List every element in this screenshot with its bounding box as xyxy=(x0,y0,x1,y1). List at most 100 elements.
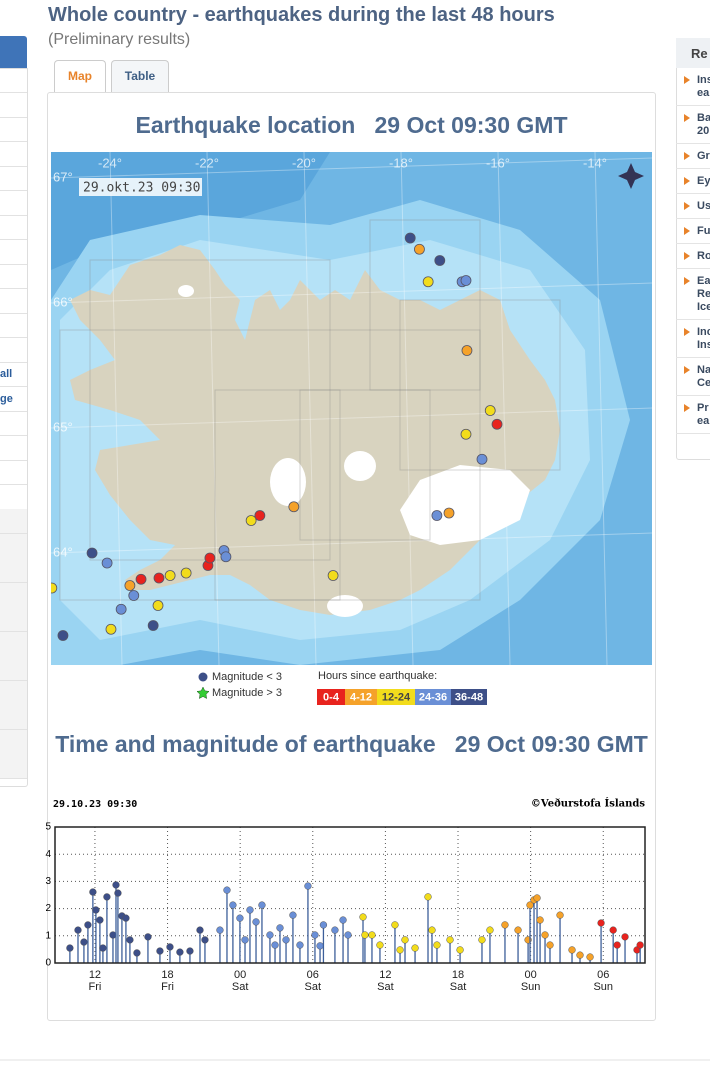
quake xyxy=(153,572,165,584)
right-menu-header xyxy=(676,38,710,68)
quake xyxy=(115,603,127,615)
stem-head xyxy=(501,921,509,929)
stem-head xyxy=(514,926,522,934)
right-menu-item[interactable]: Ba 20 xyxy=(697,112,710,137)
stem-head xyxy=(289,911,297,919)
quake xyxy=(220,551,232,563)
stem-head xyxy=(126,936,134,944)
stem-head xyxy=(133,949,141,957)
stem-head xyxy=(311,931,319,939)
legend-swatch xyxy=(317,689,345,705)
stem-head xyxy=(331,926,339,934)
left-menu-row xyxy=(0,411,27,436)
stem-head xyxy=(597,919,605,927)
quake xyxy=(404,232,416,244)
stem-head xyxy=(396,946,404,954)
map-legend: Magnitude < 3 Magnitude > 3 Hours since … xyxy=(196,670,487,705)
stem-head xyxy=(84,921,92,929)
right-menu-item[interactable]: Ea Re Ice xyxy=(697,275,710,313)
stem-head xyxy=(456,946,464,954)
stem-head xyxy=(359,913,367,921)
right-menu-item[interactable]: Gr xyxy=(697,150,710,162)
quake xyxy=(204,552,216,564)
menu-arrow xyxy=(684,328,690,336)
stem-head xyxy=(586,953,594,961)
menu-divider xyxy=(676,319,710,320)
menu-arrow xyxy=(684,202,690,210)
legend-title: Hours since earthquake: xyxy=(318,670,437,682)
chart-title: Time and magnitude of earthquake 29 Oct … xyxy=(55,731,648,757)
legend-symbol xyxy=(198,672,208,682)
right-menu-item[interactable]: Inc Ins xyxy=(697,326,710,351)
region-box xyxy=(399,299,561,471)
tab[interactable]: Map xyxy=(54,60,106,93)
left-menu-row xyxy=(0,289,27,314)
left-menu-item[interactable]: all xyxy=(0,368,13,380)
menu-arrow xyxy=(684,152,690,160)
stem-head xyxy=(304,882,312,890)
quake xyxy=(461,345,473,356)
menu-arrow xyxy=(684,114,690,122)
right-menu-item[interactable]: Ins ea xyxy=(697,74,710,99)
map: -24° -22° -20° -18° -16° -14° 67° 66° 65° 64° 29.… xyxy=(51,152,652,665)
y-tick-label: 3 xyxy=(45,876,51,887)
glacier xyxy=(400,465,530,545)
right-menu-item[interactable]: Fu xyxy=(697,225,710,237)
menu-arrow xyxy=(684,227,690,235)
legend-symbol xyxy=(196,686,210,699)
quake xyxy=(460,428,472,440)
right-menu-item[interactable]: Pr ea xyxy=(697,402,710,427)
right-menu-item[interactable]: Na Ce xyxy=(697,364,710,389)
y-tick-label: 0 xyxy=(45,958,51,969)
graticule xyxy=(303,152,317,665)
quake xyxy=(460,275,472,286)
tab[interactable]: Table xyxy=(111,60,169,92)
quake xyxy=(86,547,98,559)
stem-head xyxy=(428,926,436,934)
right-menu-item[interactable]: Ro xyxy=(697,250,710,262)
stem-head xyxy=(156,947,164,955)
stem-head xyxy=(92,906,100,914)
legend-label: Magnitude < 3 xyxy=(212,671,282,683)
quake xyxy=(51,582,58,594)
compass xyxy=(618,163,644,189)
graticule xyxy=(109,152,123,665)
stem-head xyxy=(122,914,130,922)
stem-head xyxy=(486,926,494,934)
stem-head xyxy=(568,946,576,954)
x-tick-label: 18 Sat xyxy=(449,969,467,993)
lat-label: 64° xyxy=(53,544,73,559)
menu-divider xyxy=(676,105,710,106)
stem-head xyxy=(176,948,184,956)
stem-head xyxy=(368,931,376,939)
graticule xyxy=(51,532,652,554)
graticule xyxy=(206,152,220,665)
stem-head xyxy=(89,888,97,896)
stem-head xyxy=(266,931,274,939)
lat-label: 67° xyxy=(53,169,73,184)
left-menu-row xyxy=(0,558,27,583)
lon-label: -22° xyxy=(195,155,219,170)
stem-head xyxy=(411,944,419,952)
right-menu-item[interactable]: Ey xyxy=(697,175,710,187)
stem-head xyxy=(271,941,279,949)
quake xyxy=(443,507,455,519)
x-tick-label: 12 Fri xyxy=(88,969,102,993)
left-menu-row xyxy=(0,387,27,412)
right-menu-item[interactable]: Us xyxy=(697,200,710,212)
page-subtitle: (Preliminary results) xyxy=(48,31,191,48)
left-menu-item[interactable]: ge xyxy=(0,393,13,405)
stem-head xyxy=(246,906,254,914)
quake xyxy=(431,510,443,521)
quake xyxy=(414,243,425,255)
quake xyxy=(327,570,339,581)
y-tick-label: 5 xyxy=(45,822,51,833)
left-menu-row xyxy=(0,338,27,363)
glacier xyxy=(178,285,194,297)
menu-arrow xyxy=(684,252,690,260)
stem-head xyxy=(424,893,432,901)
stem-head xyxy=(144,933,152,941)
legend-label: 24-36 xyxy=(419,691,447,703)
menu-divider xyxy=(676,193,710,194)
menu-divider xyxy=(676,395,710,396)
